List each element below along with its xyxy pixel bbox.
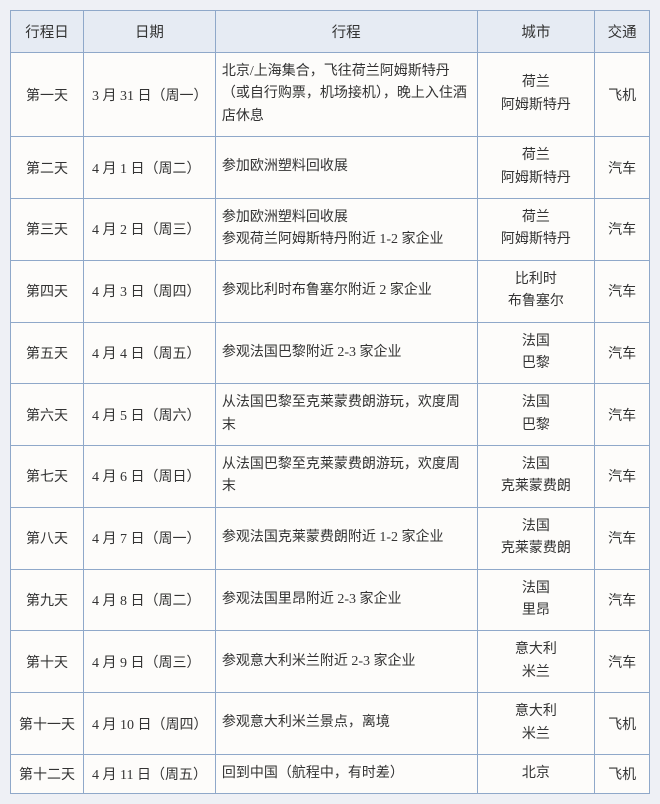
cell-day: 第四天: [11, 260, 84, 322]
cell-day: 第十一天: [11, 693, 84, 755]
cell-date: 4 月 1 日（周二）: [84, 137, 216, 199]
cell-city: 法国 里昂: [477, 569, 595, 631]
cell-day: 第五天: [11, 322, 84, 384]
cell-plan: 北京/上海集合，飞往荷兰阿姆斯特丹（或自行购票，机场接机），晚上入住酒店休息: [215, 53, 477, 137]
cell-day: 第九天: [11, 569, 84, 631]
cell-date: 4 月 4 日（周五）: [84, 322, 216, 384]
cell-city: 意大利 米兰: [477, 693, 595, 755]
cell-trans: 汽车: [595, 631, 650, 693]
table-row: 第六天4 月 5 日（周六）从法国巴黎至克莱蒙费朗游玩，欢度周末法国 巴黎汽车: [11, 384, 650, 446]
cell-trans: 汽车: [595, 322, 650, 384]
cell-day: 第八天: [11, 507, 84, 569]
col-date: 日期: [84, 11, 216, 53]
table-row: 第二天4 月 1 日（周二）参加欧洲塑料回收展荷兰 阿姆斯特丹汽车: [11, 137, 650, 199]
table-row: 第九天4 月 8 日（周二）参观法国里昂附近 2-3 家企业法国 里昂汽车: [11, 569, 650, 631]
cell-date: 4 月 8 日（周二）: [84, 569, 216, 631]
cell-date: 4 月 11 日（周五）: [84, 754, 216, 793]
col-trans: 交通: [595, 11, 650, 53]
cell-plan: 参观法国里昂附近 2-3 家企业: [215, 569, 477, 631]
col-city: 城市: [477, 11, 595, 53]
cell-date: 4 月 10 日（周四）: [84, 693, 216, 755]
cell-plan: 回到中国（航程中，有时差）: [215, 754, 477, 793]
table-row: 第四天4 月 3 日（周四）参观比利时布鲁塞尔附近 2 家企业比利时 布鲁塞尔汽…: [11, 260, 650, 322]
cell-plan: 从法国巴黎至克莱蒙费朗游玩，欢度周末: [215, 384, 477, 446]
cell-trans: 飞机: [595, 53, 650, 137]
table-row: 第十一天4 月 10 日（周四）参观意大利米兰景点，离境意大利 米兰飞机: [11, 693, 650, 755]
cell-trans: 汽车: [595, 198, 650, 260]
cell-day: 第六天: [11, 384, 84, 446]
col-plan: 行程: [215, 11, 477, 53]
cell-trans: 飞机: [595, 693, 650, 755]
cell-city: 比利时 布鲁塞尔: [477, 260, 595, 322]
cell-trans: 汽车: [595, 384, 650, 446]
cell-date: 4 月 9 日（周三）: [84, 631, 216, 693]
cell-day: 第十天: [11, 631, 84, 693]
table-row: 第十天4 月 9 日（周三）参观意大利米兰附近 2-3 家企业意大利 米兰汽车: [11, 631, 650, 693]
cell-day: 第十二天: [11, 754, 84, 793]
cell-trans: 汽车: [595, 137, 650, 199]
cell-date: 4 月 7 日（周一）: [84, 507, 216, 569]
table-row: 第一天3 月 31 日（周一）北京/上海集合，飞往荷兰阿姆斯特丹（或自行购票，机…: [11, 53, 650, 137]
cell-city: 法国 巴黎: [477, 384, 595, 446]
cell-day: 第一天: [11, 53, 84, 137]
table-row: 第七天4 月 6 日（周日）从法国巴黎至克莱蒙费朗游玩，欢度周末法国 克莱蒙费朗…: [11, 446, 650, 508]
cell-trans: 飞机: [595, 754, 650, 793]
itinerary-table: 行程日 日期 行程 城市 交通 第一天3 月 31 日（周一）北京/上海集合，飞…: [10, 10, 650, 794]
cell-day: 第二天: [11, 137, 84, 199]
cell-plan: 参观法国克莱蒙费朗附近 1-2 家企业: [215, 507, 477, 569]
cell-day: 第七天: [11, 446, 84, 508]
cell-plan: 从法国巴黎至克莱蒙费朗游玩，欢度周末: [215, 446, 477, 508]
cell-date: 4 月 5 日（周六）: [84, 384, 216, 446]
header-row: 行程日 日期 行程 城市 交通: [11, 11, 650, 53]
table-row: 第八天4 月 7 日（周一）参观法国克莱蒙费朗附近 1-2 家企业法国 克莱蒙费…: [11, 507, 650, 569]
cell-city: 法国 克莱蒙费朗: [477, 446, 595, 508]
cell-plan: 参加欧洲塑料回收展参观荷兰阿姆斯特丹附近 1-2 家企业: [215, 198, 477, 260]
cell-city: 法国 克莱蒙费朗: [477, 507, 595, 569]
cell-plan: 参观比利时布鲁塞尔附近 2 家企业: [215, 260, 477, 322]
cell-trans: 汽车: [595, 507, 650, 569]
cell-plan: 参观意大利米兰附近 2-3 家企业: [215, 631, 477, 693]
cell-plan: 参观意大利米兰景点，离境: [215, 693, 477, 755]
table-row: 第十二天4 月 11 日（周五）回到中国（航程中，有时差）北京飞机: [11, 754, 650, 793]
cell-city: 荷兰 阿姆斯特丹: [477, 137, 595, 199]
cell-plan: 参加欧洲塑料回收展: [215, 137, 477, 199]
cell-trans: 汽车: [595, 446, 650, 508]
cell-trans: 汽车: [595, 569, 650, 631]
cell-day: 第三天: [11, 198, 84, 260]
cell-city: 荷兰 阿姆斯特丹: [477, 198, 595, 260]
cell-date: 4 月 2 日（周三）: [84, 198, 216, 260]
cell-city: 意大利 米兰: [477, 631, 595, 693]
cell-city: 法国 巴黎: [477, 322, 595, 384]
table-row: 第三天4 月 2 日（周三）参加欧洲塑料回收展参观荷兰阿姆斯特丹附近 1-2 家…: [11, 198, 650, 260]
cell-trans: 汽车: [595, 260, 650, 322]
cell-date: 3 月 31 日（周一）: [84, 53, 216, 137]
cell-plan: 参观法国巴黎附近 2-3 家企业: [215, 322, 477, 384]
cell-date: 4 月 3 日（周四）: [84, 260, 216, 322]
col-day: 行程日: [11, 11, 84, 53]
cell-date: 4 月 6 日（周日）: [84, 446, 216, 508]
cell-city: 北京: [477, 754, 595, 793]
cell-city: 荷兰 阿姆斯特丹: [477, 53, 595, 137]
table-row: 第五天4 月 4 日（周五）参观法国巴黎附近 2-3 家企业法国 巴黎汽车: [11, 322, 650, 384]
